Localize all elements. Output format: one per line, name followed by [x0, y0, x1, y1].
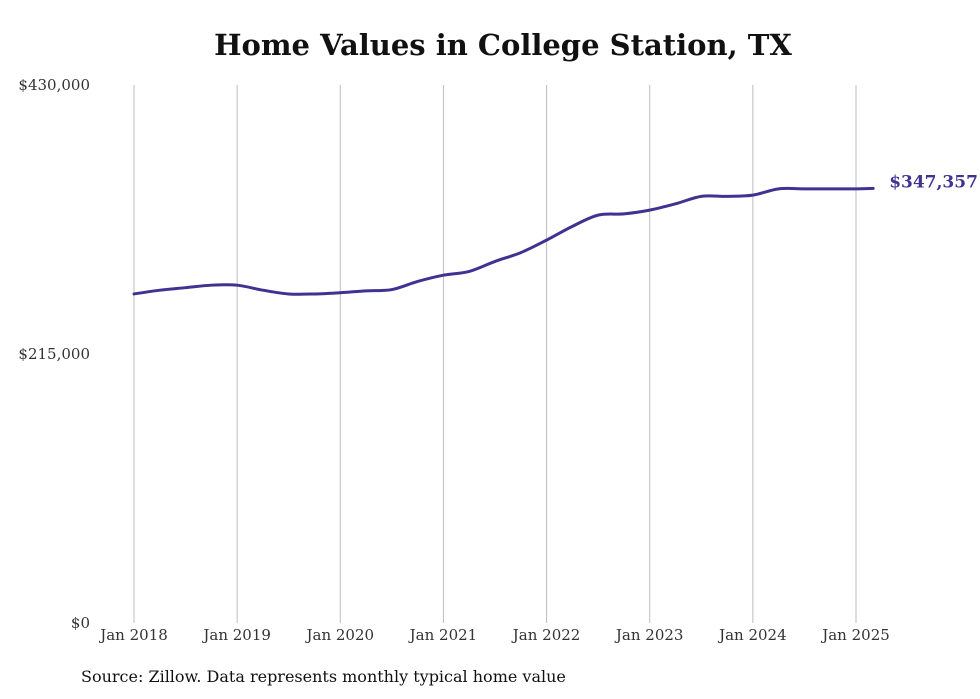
gridlines — [133, 85, 857, 623]
y-tick-label: $430,000 — [18, 76, 90, 94]
y-tick-label: $215,000 — [18, 345, 90, 363]
series-layer — [132, 186, 875, 296]
axis-ticks: Jan 2018 Jan 2019 Jan 2020 Jan 2021 Jan 2022… — [18, 76, 889, 644]
x-tick-label: Jan 2018 — [98, 626, 168, 644]
x-tick-label: Jan 2023 — [614, 626, 684, 644]
x-tick-label: Jan 2021 — [408, 626, 478, 644]
chart-title: Home Values in College Station, TX — [214, 28, 792, 62]
annotation-layer: $347,357 — [889, 172, 978, 192]
y-tick-label: $0 — [71, 614, 90, 632]
end-value-label: $347,357 — [889, 172, 978, 192]
x-tick-label: Jan 2022 — [511, 626, 581, 644]
x-tick-label: Jan 2024 — [717, 626, 787, 644]
x-tick-label: Jan 2019 — [201, 626, 271, 644]
source-note: Source: Zillow. Data represents monthly … — [81, 667, 566, 686]
x-tick-label: Jan 2025 — [820, 626, 890, 644]
series-line — [132, 186, 875, 296]
x-tick-label: Jan 2020 — [305, 626, 375, 644]
